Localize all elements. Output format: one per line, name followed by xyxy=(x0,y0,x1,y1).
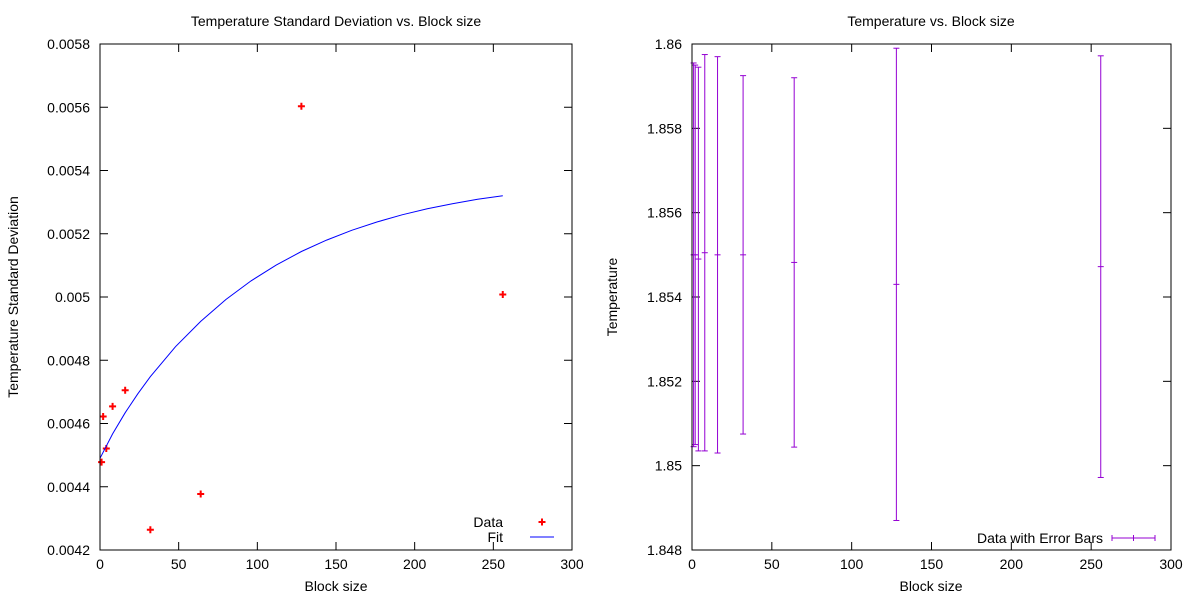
y-tick-label: 0.0056 xyxy=(47,99,90,115)
y-tick-label: 0.0042 xyxy=(47,542,90,558)
y-axis-label: Temperature xyxy=(604,257,620,336)
x-tick-label: 250 xyxy=(482,556,506,572)
temperature-chart: Temperature vs. Block size Block size Te… xyxy=(604,13,1183,594)
x-tick-label: 250 xyxy=(1079,556,1103,572)
legend-label: Data xyxy=(473,514,503,530)
x-tick-label: 50 xyxy=(764,556,780,572)
data-point xyxy=(99,413,107,421)
y-tick-label: 0.0044 xyxy=(47,479,90,495)
data-point xyxy=(109,402,117,410)
plot-frame xyxy=(99,43,573,551)
std-dev-chart: Temperature Standard Deviation vs. Block… xyxy=(5,13,584,594)
y-tick-label: 0.0058 xyxy=(47,36,90,52)
y-tick-label: 0.0052 xyxy=(47,226,90,242)
y-tick-label: 1.856 xyxy=(647,205,682,221)
axis-ticks: 0 50 100 150 200 250 300 1.848 1.85 1.852 1.854 1.8… xyxy=(647,36,1183,572)
fit-line xyxy=(99,195,503,459)
y-tick-label: 1.85 xyxy=(655,458,682,474)
error-bar xyxy=(740,75,747,435)
legend: Data with Error Bars xyxy=(977,530,1156,546)
series-layer xyxy=(98,102,507,534)
x-tick-label: 300 xyxy=(1159,556,1183,572)
error-bar xyxy=(692,64,699,446)
axis-ticks: 0 50 100 150 200 250 300 0.0042 0.0044 0.0046 0.00… xyxy=(47,36,584,572)
chart-title: Temperature Standard Deviation vs. Block… xyxy=(191,13,481,29)
x-tick-label: 50 xyxy=(171,556,187,572)
x-tick-label: 300 xyxy=(560,556,584,572)
data-point xyxy=(499,290,507,298)
y-tick-label: 0.0046 xyxy=(47,416,90,432)
y-tick-label: 0.005 xyxy=(55,289,90,305)
data-point xyxy=(297,102,305,110)
data-point xyxy=(146,526,154,534)
x-tick-label: 100 xyxy=(246,556,270,572)
plot-frame xyxy=(691,43,1172,551)
error-bar xyxy=(695,66,702,452)
x-axis-label: Block size xyxy=(304,578,367,594)
error-bar xyxy=(1097,55,1104,478)
x-tick-label: 0 xyxy=(96,556,104,572)
legend-label: Data with Error Bars xyxy=(977,530,1103,546)
error-bar xyxy=(791,77,798,448)
legend-swatch xyxy=(1111,535,1156,541)
data-point xyxy=(98,458,106,466)
y-tick-label: 1.86 xyxy=(655,36,682,52)
y-tick-label: 0.0048 xyxy=(47,352,90,368)
x-tick-label: 200 xyxy=(403,556,427,572)
x-tick-label: 150 xyxy=(920,556,944,572)
x-tick-label: 200 xyxy=(1000,556,1024,572)
chart-title: Temperature vs. Block size xyxy=(847,13,1014,29)
y-tick-label: 1.858 xyxy=(647,120,682,136)
y-axis-label: Temperature Standard Deviation xyxy=(5,196,21,398)
series-layer xyxy=(690,47,1104,521)
x-axis-label: Block size xyxy=(899,578,962,594)
y-tick-label: 1.848 xyxy=(647,542,682,558)
y-tick-label: 1.854 xyxy=(647,289,682,305)
y-tick-label: 0.0054 xyxy=(47,163,90,179)
data-point xyxy=(197,490,205,498)
x-tick-label: 0 xyxy=(688,556,696,572)
legend-label: Fit xyxy=(487,529,503,545)
error-bar xyxy=(714,56,721,454)
y-tick-label: 1.852 xyxy=(647,373,682,389)
legend-swatch-marker xyxy=(538,518,546,526)
error-bar xyxy=(701,54,708,452)
error-bar xyxy=(893,47,900,521)
x-tick-label: 150 xyxy=(324,556,348,572)
data-point xyxy=(121,386,129,394)
x-tick-label: 100 xyxy=(840,556,864,572)
